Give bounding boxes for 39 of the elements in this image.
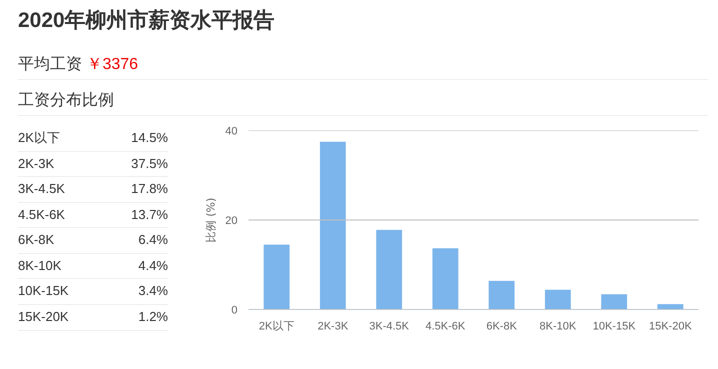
text: 2020年柳州市薪资水平报告 [18, 8, 275, 34]
x-tick-label: 10K-15K [592, 320, 636, 332]
bar [320, 142, 346, 310]
category-label: 2K-3K [18, 151, 105, 177]
x-tick-label: 8K-10K [540, 320, 577, 332]
category-label: 8K-10K [18, 253, 105, 279]
bar [544, 290, 571, 310]
bar [264, 244, 290, 310]
text: 3.4% [138, 283, 168, 298]
category-label: 4.5K-6K [18, 202, 105, 228]
y-tick-label: 20 [225, 215, 238, 227]
bar [432, 248, 458, 310]
text: 1.2% [138, 308, 168, 324]
x-tick-label: 3K-4.5K [369, 320, 410, 332]
text: 工资分布比例 [18, 90, 708, 116]
category-label: 3K-4.5K [18, 176, 105, 202]
x-tick-label: 2K-3K [318, 320, 349, 332]
y-tick-label: 0 [231, 304, 238, 316]
x-tick-label: 6K-8K [486, 320, 518, 332]
text: 14.5% [131, 130, 168, 145]
y-tick-label: 40 [225, 126, 238, 138]
x-tick-label: 4.5K-6K [426, 320, 466, 332]
text: 37.5% [131, 156, 168, 171]
text: 17.8% [131, 181, 168, 196]
category-label: 2K以下 [18, 126, 105, 152]
text: ￥3376 [86, 56, 138, 73]
bar [657, 304, 684, 310]
text: 6.4% [138, 232, 168, 248]
category-label: 6K-8K [18, 228, 105, 254]
x-tick-label: 2K以下 [258, 320, 294, 332]
bar [601, 294, 628, 310]
y-axis-title: 比例 (%) [204, 198, 218, 242]
bar [376, 230, 402, 310]
bar [488, 280, 515, 310]
x-tick-label: 15K-20K [648, 320, 692, 332]
text: 13.7% [131, 206, 168, 222]
text: 4.4% [138, 258, 168, 273]
text: 平均工资 [18, 56, 82, 73]
category-label: 10K-15K [18, 278, 105, 304]
